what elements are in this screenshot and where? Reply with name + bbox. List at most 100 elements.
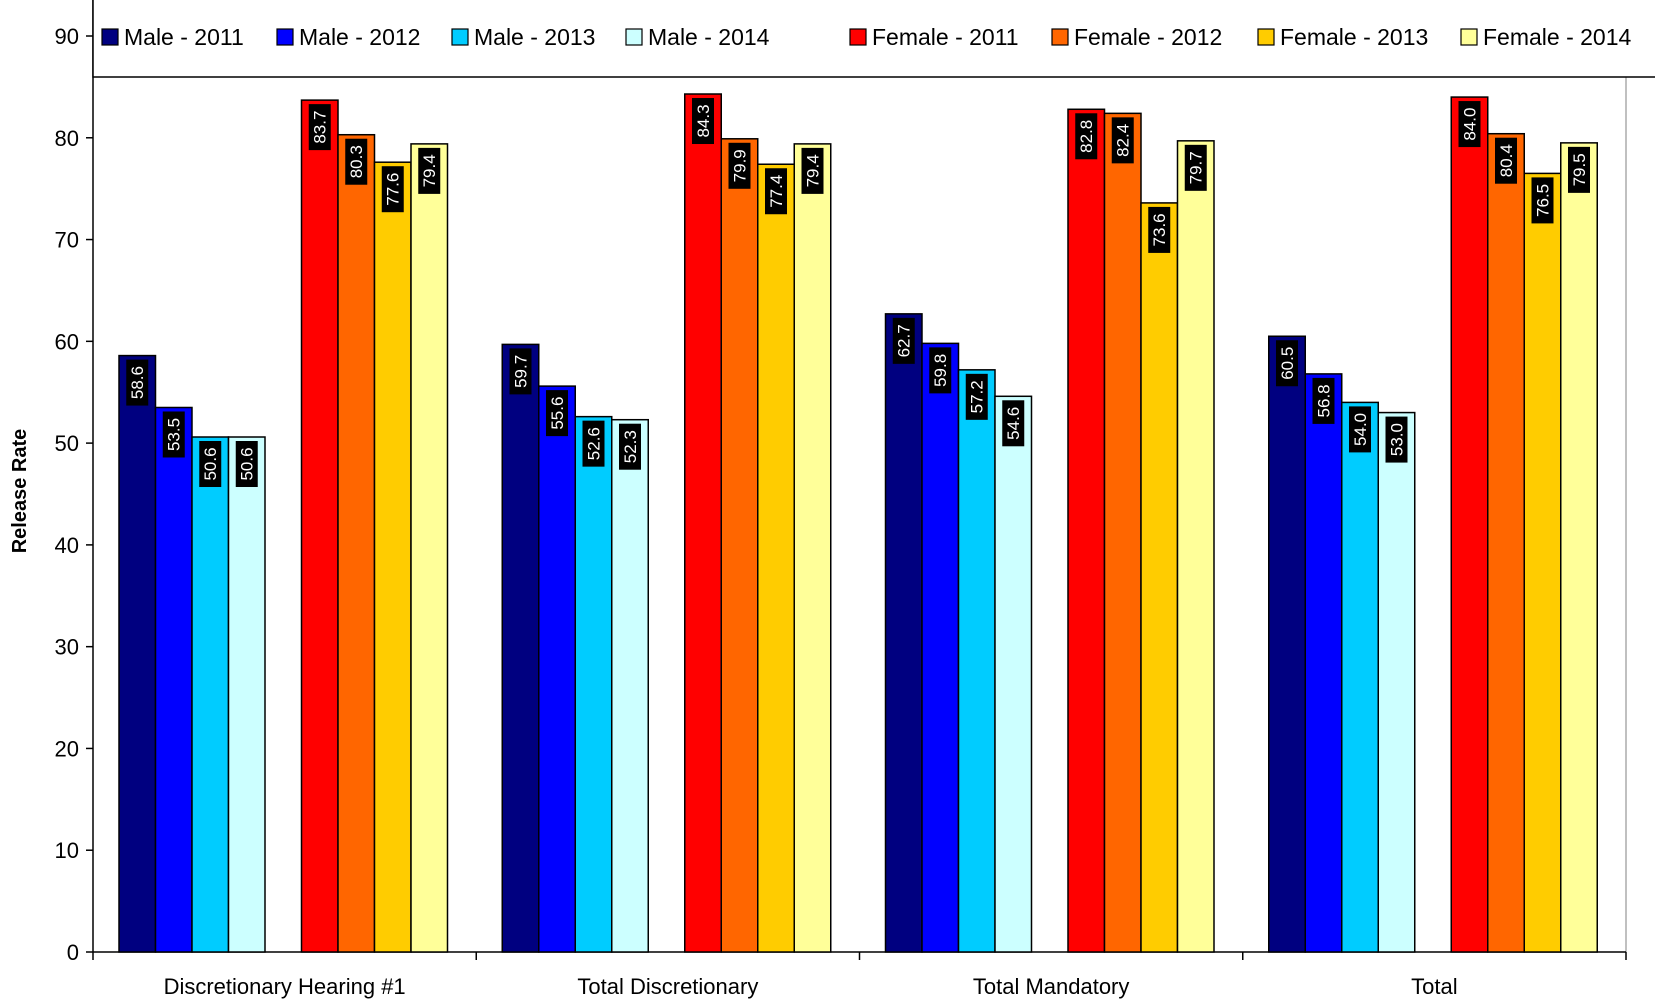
data-label-box xyxy=(546,390,568,437)
y-tick-label: 60 xyxy=(55,329,79,354)
data-label: 57.2 xyxy=(968,380,987,413)
data-label-box xyxy=(418,147,441,194)
legend-swatch xyxy=(101,28,119,46)
legend-swatch xyxy=(625,28,643,46)
legend-label: Female - 2012 xyxy=(1074,24,1222,50)
data-label-box xyxy=(308,104,331,151)
data-labels: 58.6 53.5 50.6 50.6 83.7 80.3 77.6 79.4 59.7 55.6… xyxy=(126,98,1590,488)
bar xyxy=(1103,112,1142,953)
data-label-box xyxy=(801,147,824,194)
data-label: 52.6 xyxy=(585,427,604,460)
data-label-box xyxy=(892,317,915,364)
data-label-box xyxy=(1312,377,1335,424)
legend-swatch xyxy=(1460,28,1478,46)
bar xyxy=(757,163,795,953)
data-label-box xyxy=(1349,406,1371,453)
legend-label: Male - 2012 xyxy=(299,24,420,50)
data-label: 59.8 xyxy=(931,354,950,387)
bar xyxy=(1487,132,1525,953)
data-label: 79.9 xyxy=(731,149,750,182)
data-label: 83.7 xyxy=(311,111,330,144)
data-label-box xyxy=(1148,206,1171,253)
bar xyxy=(1268,335,1306,953)
data-label: 76.5 xyxy=(1534,184,1553,217)
data-label-box xyxy=(965,373,988,420)
y-tick-label: 20 xyxy=(55,736,79,761)
data-label-box xyxy=(509,348,532,395)
data-label: 79.7 xyxy=(1187,151,1206,184)
data-label-box xyxy=(1531,177,1554,224)
y-axis: 0 10 20 30 40 50 60 70 80 90 xyxy=(55,0,1627,965)
y-tick-label: 10 xyxy=(55,838,79,863)
bar xyxy=(611,418,649,953)
bar xyxy=(957,369,996,953)
bar xyxy=(1304,373,1343,953)
bar xyxy=(501,343,540,953)
data-label: 54.6 xyxy=(1004,407,1023,440)
data-label: 73.6 xyxy=(1150,213,1169,246)
bar xyxy=(1377,411,1416,953)
bar xyxy=(1140,202,1179,953)
bar xyxy=(538,385,576,953)
x-category-label: Total Discretionary xyxy=(577,974,758,999)
bar xyxy=(300,99,339,953)
data-label-box xyxy=(765,168,787,215)
x-axis: Discretionary Hearing #1 Total Discretion… xyxy=(92,951,1627,999)
bar xyxy=(921,342,960,953)
legend-swatch xyxy=(1051,28,1069,46)
data-label-box xyxy=(1495,137,1517,184)
data-label-box xyxy=(1385,416,1408,463)
legend-swatch xyxy=(451,28,469,46)
data-label-box xyxy=(1002,400,1025,447)
data-label: 56.8 xyxy=(1315,384,1334,417)
bar xyxy=(1067,108,1106,953)
data-label: 77.4 xyxy=(767,175,786,208)
x-category-label: Discretionary Hearing #1 xyxy=(164,974,406,999)
legend-label: Male - 2014 xyxy=(648,24,770,50)
data-label-box xyxy=(619,423,641,470)
y-tick-label: 80 xyxy=(55,126,79,151)
bar xyxy=(373,161,412,953)
bar xyxy=(118,354,157,953)
data-label-box xyxy=(929,347,952,394)
data-label: 79.5 xyxy=(1570,153,1589,186)
data-label: 84.0 xyxy=(1461,108,1480,141)
y-tick-label: 0 xyxy=(67,940,79,965)
bar xyxy=(793,143,832,953)
bar xyxy=(1341,401,1379,953)
bar xyxy=(191,436,230,953)
data-label: 80.4 xyxy=(1497,144,1516,177)
data-label-box xyxy=(126,359,149,406)
data-label-box xyxy=(381,166,404,213)
data-label: 50.6 xyxy=(238,447,257,480)
bar xyxy=(337,133,376,953)
data-label: 54.0 xyxy=(1351,413,1370,446)
data-label-box xyxy=(199,441,222,488)
y-tick-label: 30 xyxy=(55,635,79,660)
data-label: 58.6 xyxy=(128,366,147,399)
data-label: 60.5 xyxy=(1278,347,1297,380)
legend-label: Male - 2011 xyxy=(124,24,244,50)
y-tick-label: 70 xyxy=(55,228,79,253)
legend-label: Female - 2013 xyxy=(1280,24,1428,50)
legend: Male - 2011 Male - 2012 Male - 2013 Male - … xyxy=(92,0,1655,78)
data-label-box xyxy=(582,420,605,467)
data-label: 80.3 xyxy=(347,145,366,178)
bar xyxy=(684,93,722,953)
data-label: 84.3 xyxy=(694,104,713,137)
data-label-box xyxy=(1184,144,1207,191)
data-label: 77.6 xyxy=(384,173,403,206)
bar xyxy=(574,415,613,953)
legend-label: Male - 2013 xyxy=(474,24,595,50)
data-label-box xyxy=(1458,101,1481,148)
bar xyxy=(994,395,1033,953)
bar xyxy=(1450,96,1489,953)
x-category-label: Total Mandatory xyxy=(973,974,1130,999)
legend-label: Female - 2011 xyxy=(872,24,1019,50)
bar xyxy=(1560,142,1598,953)
bars xyxy=(118,93,1598,953)
legend-swatch xyxy=(276,28,294,46)
data-label-box xyxy=(1075,113,1098,160)
